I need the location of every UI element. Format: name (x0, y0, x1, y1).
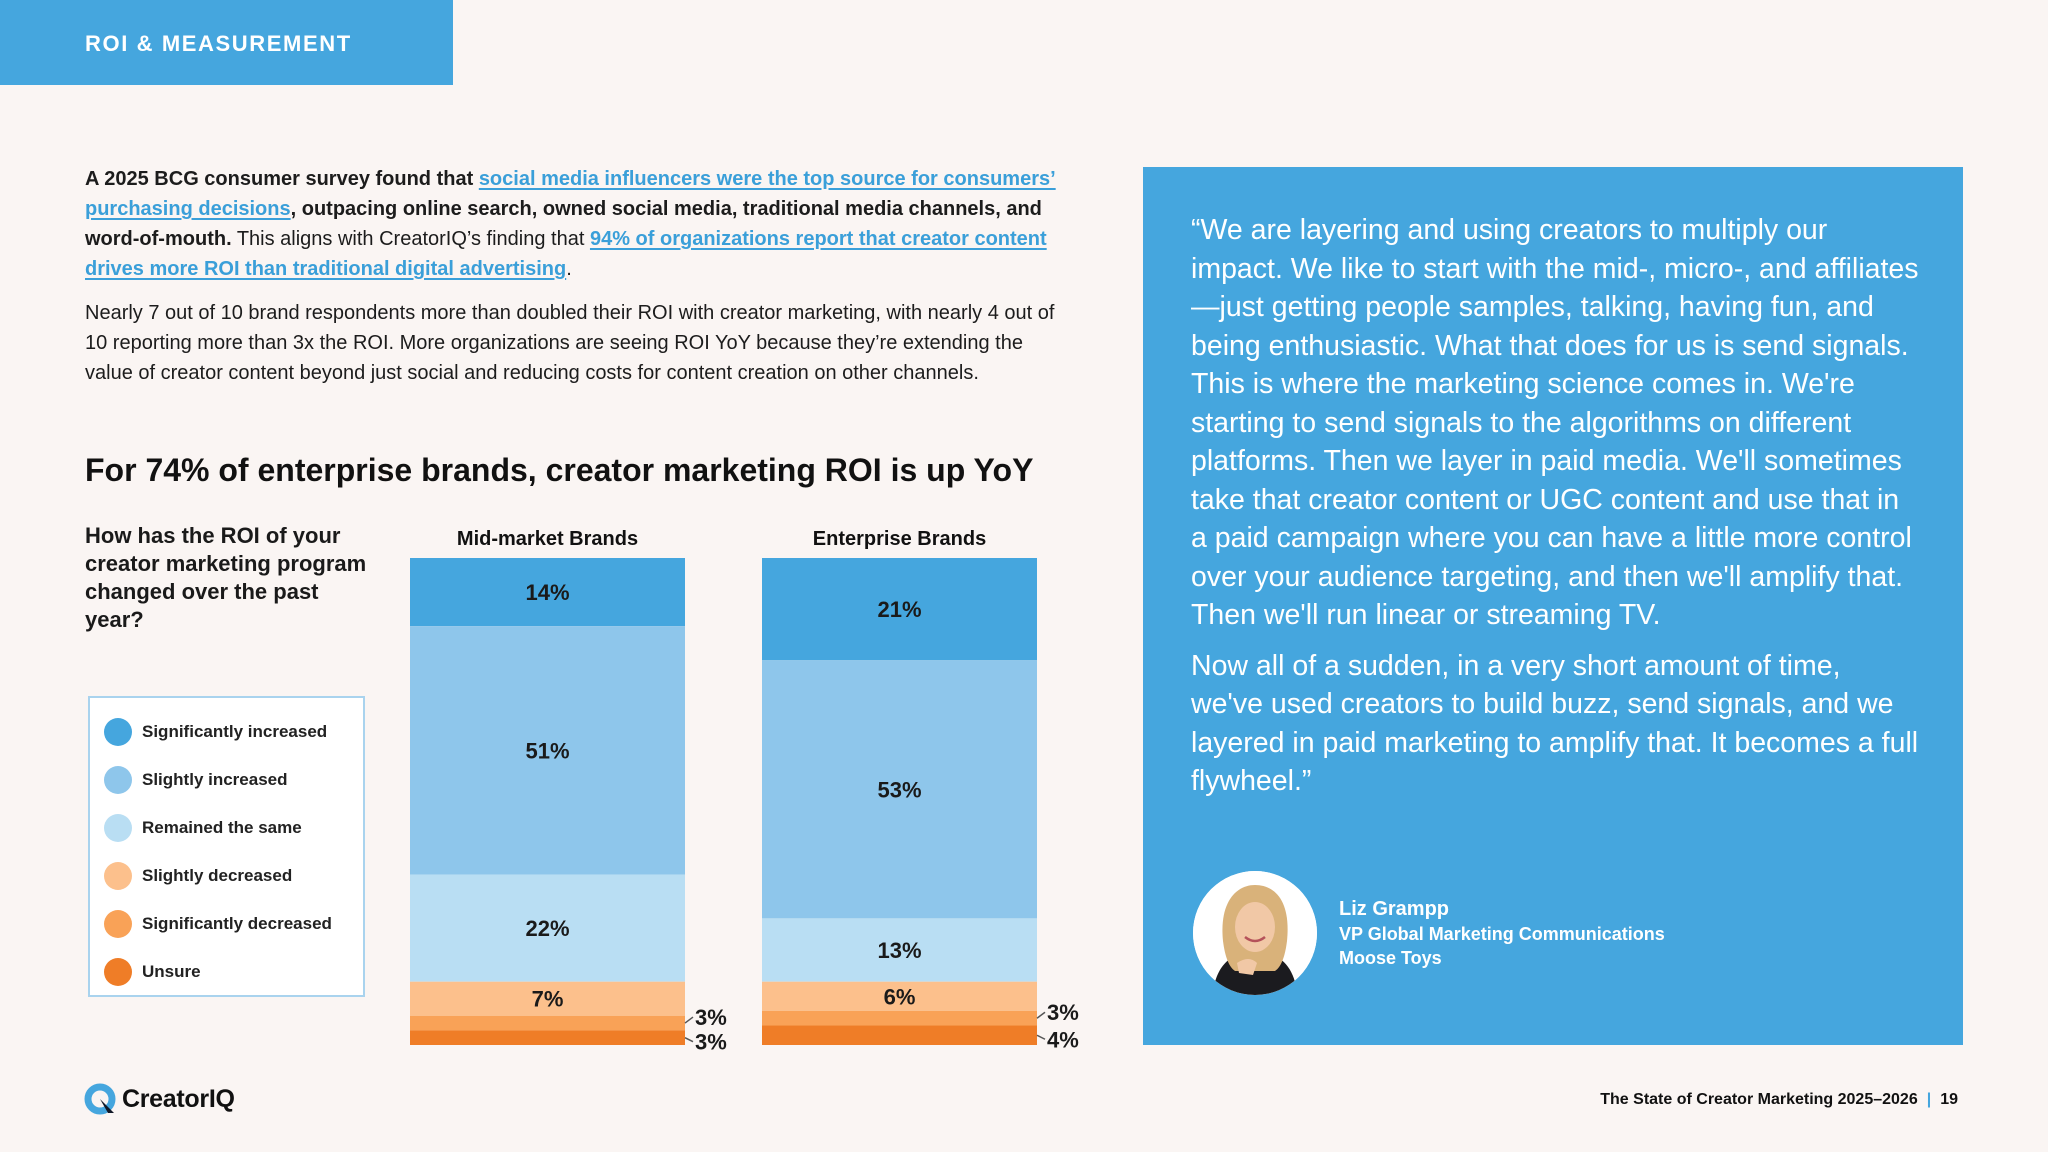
intro-p1-end: . (566, 258, 572, 280)
bar-leader-line (684, 1037, 694, 1043)
intro-paragraph-1: A 2025 BCG consumer survey found that so… (85, 164, 1075, 284)
legend-label: Remained the same (142, 818, 302, 837)
bar-leader-line (1036, 1011, 1046, 1019)
legend-item: Slightly increased (104, 756, 363, 804)
intro-paragraph-2: Nearly 7 out of 10 brand respondents mor… (85, 302, 1055, 384)
legend-label: Slightly decreased (142, 866, 293, 885)
bar-leader-line (684, 1016, 694, 1024)
creatoriq-finding-link[interactable]: 94% of organizations report that creator… (85, 228, 1047, 280)
speaker-info: Liz Grampp VP Global Marketing Communica… (1339, 896, 1665, 970)
legend-item: Unsure (104, 948, 363, 996)
page-footer: The State of Creator Marketing 2025–2026… (1600, 1091, 1958, 1109)
bar-value-label: 53% (877, 777, 921, 802)
legend-item: Significantly increased (104, 708, 363, 756)
legend-item: Slightly decreased (104, 852, 363, 900)
intro-p1-lead: A 2025 BCG consumer survey found that (85, 168, 479, 190)
bar-segment (410, 981, 685, 1016)
speaker-avatar (1193, 871, 1317, 995)
bar-segment (410, 558, 685, 627)
bar-value-label: 22% (525, 916, 569, 941)
bar-category-label: Enterprise Brands (813, 528, 986, 550)
bar-segment (410, 626, 685, 875)
creatoriq-logo-icon (84, 1083, 116, 1115)
bar-segment (410, 874, 685, 982)
bar-value-label: 3% (1047, 1000, 1079, 1025)
bar-value-label: 21% (877, 597, 921, 622)
chart-title: For 74% of enterprise brands, creator ma… (85, 452, 1034, 488)
bar-value-label: 51% (525, 738, 569, 763)
logo-text: CreatorIQ (122, 1084, 235, 1113)
quote-paragraph-1: “We are layering and using creators to m… (1191, 214, 1919, 631)
bar-value-label: 3% (695, 1030, 727, 1055)
bar-value-label: 4% (1047, 1027, 1079, 1052)
chart-question: How has the ROI of your creator marketin… (85, 523, 367, 632)
bar-category-label: Mid-market Brands (457, 528, 638, 550)
bar-segment (410, 1015, 685, 1031)
person-portrait-icon (1193, 871, 1317, 995)
legend-item: Remained the same (104, 804, 363, 852)
legend-swatch (104, 910, 132, 938)
bar-segment (762, 918, 1037, 982)
bar-segment (762, 1025, 1037, 1045)
bar-segment (762, 558, 1037, 661)
speaker-role: VP Global Marketing Communications (1339, 924, 1665, 944)
footer-divider: | (1926, 1091, 1932, 1108)
bar-segment (762, 660, 1037, 919)
quote-box: “We are layering and using creators to m… (1143, 167, 1963, 1045)
bcg-survey-link[interactable]: social media influencers were the top so… (85, 168, 1056, 220)
legend-swatch (104, 862, 132, 890)
legend-label: Significantly increased (142, 722, 328, 741)
bar-value-label: 14% (525, 580, 569, 605)
speaker: Liz Grampp VP Global Marketing Communica… (1193, 871, 1665, 995)
bar-segment (762, 981, 1037, 1011)
bar-value-label: 6% (884, 984, 916, 1009)
intro-p1-bold: , outpacing online search, owned social … (85, 198, 1042, 250)
chart-legend: Significantly increased Slightly increas… (88, 696, 365, 997)
section-tag: ROI & MEASUREMENT (0, 0, 453, 85)
legend-label: Slightly increased (142, 770, 288, 789)
page-number: 19 (1940, 1091, 1958, 1108)
legend-label: Unsure (142, 962, 201, 981)
report-title: The State of Creator Marketing 2025–2026 (1600, 1091, 1918, 1108)
legend-swatch (104, 958, 132, 986)
bar-leader-line (1036, 1034, 1046, 1040)
creatoriq-logo: CreatorIQ (84, 1083, 235, 1115)
bar-value-label: 7% (532, 987, 564, 1012)
intro-p1-text: This aligns with CreatorIQ’s finding tha… (231, 228, 590, 250)
legend-swatch (104, 718, 132, 746)
bar-segment (410, 1030, 685, 1045)
intro-text: A 2025 BCG consumer survey found that so… (85, 164, 1075, 402)
speaker-name: Liz Grampp (1339, 898, 1450, 920)
legend-swatch (104, 766, 132, 794)
legend-item: Significantly decreased (104, 900, 363, 948)
quote-paragraph-2: Now all of a sudden, in a very short amo… (1191, 649, 1919, 798)
bar-segment (762, 1010, 1037, 1026)
legend-swatch (104, 814, 132, 842)
speaker-org: Moose Toys (1339, 948, 1442, 968)
bar-value-label: 3% (695, 1005, 727, 1030)
bar-value-label: 13% (877, 938, 921, 963)
legend-label: Significantly decreased (142, 914, 332, 933)
